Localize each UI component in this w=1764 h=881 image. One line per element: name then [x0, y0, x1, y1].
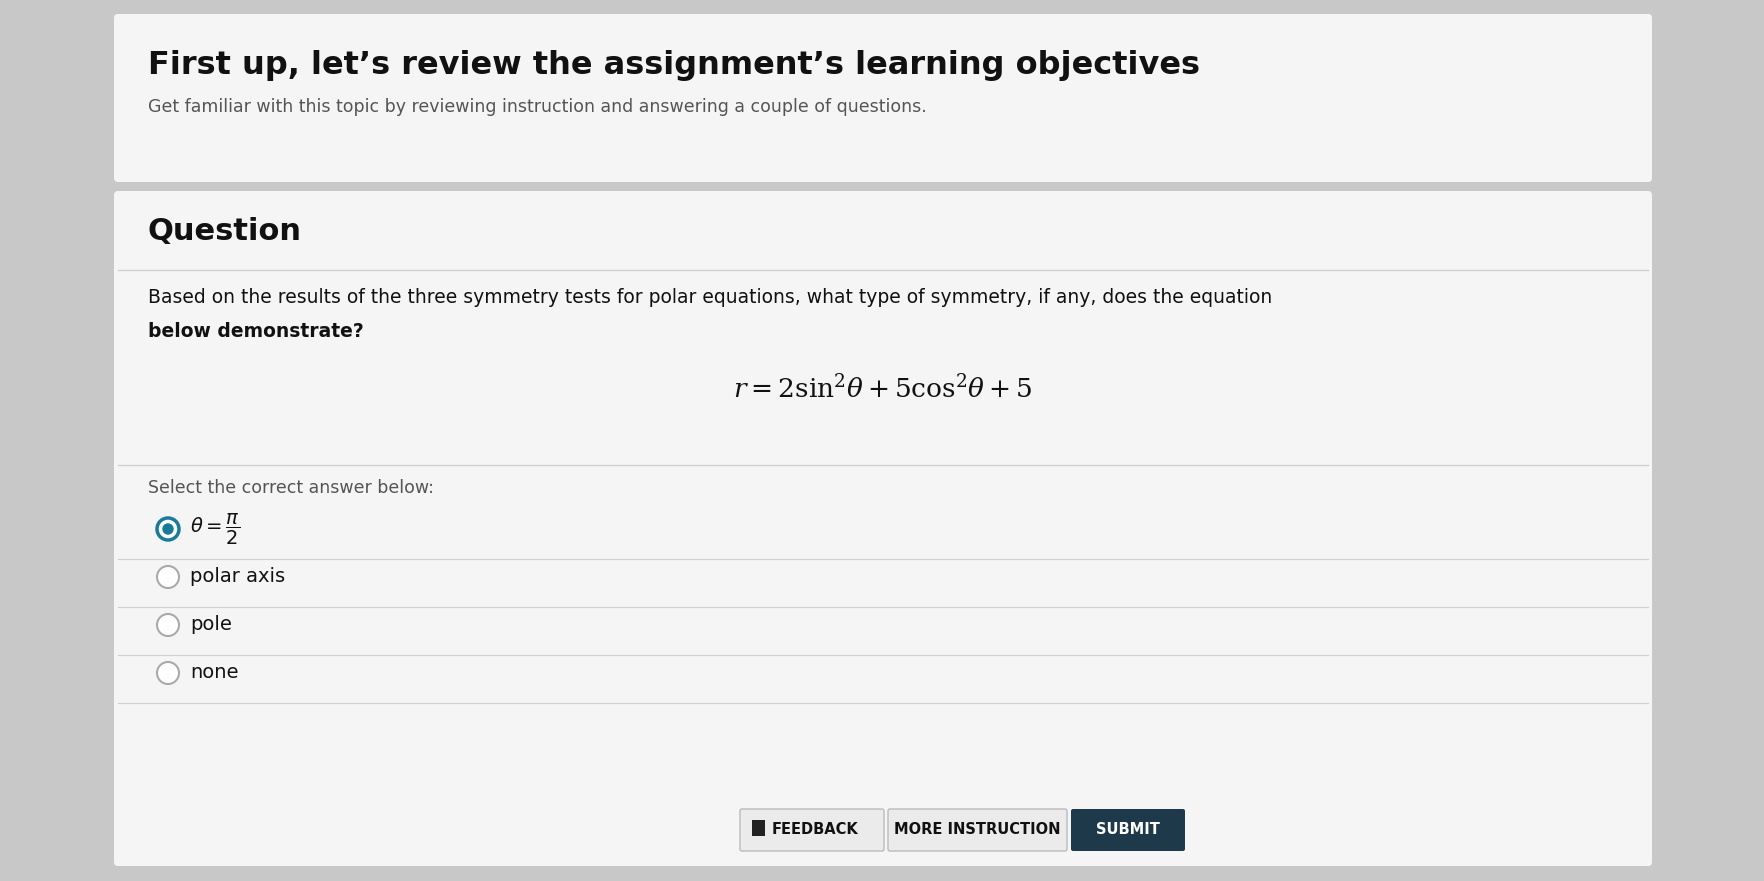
Text: Based on the results of the three symmetry tests for polar equations, what type : Based on the results of the three symmet…: [148, 288, 1272, 307]
Circle shape: [157, 662, 178, 684]
FancyBboxPatch shape: [751, 820, 764, 836]
FancyBboxPatch shape: [739, 809, 884, 851]
FancyBboxPatch shape: [1071, 809, 1184, 851]
Circle shape: [157, 518, 178, 540]
Circle shape: [162, 523, 173, 535]
Text: none: none: [191, 663, 238, 683]
Text: Get familiar with this topic by reviewing instruction and answering a couple of : Get familiar with this topic by reviewin…: [148, 98, 926, 116]
FancyBboxPatch shape: [115, 14, 1651, 182]
Text: Select the correct answer below:: Select the correct answer below:: [148, 479, 434, 497]
Text: pole: pole: [191, 616, 231, 634]
Text: polar axis: polar axis: [191, 567, 286, 587]
FancyBboxPatch shape: [887, 809, 1067, 851]
Text: FEEDBACK: FEEDBACK: [771, 823, 859, 838]
Circle shape: [157, 566, 178, 588]
Text: MORE INSTRUCTION: MORE INSTRUCTION: [894, 823, 1060, 838]
Text: $\theta = \dfrac{\pi}{2}$: $\theta = \dfrac{\pi}{2}$: [191, 512, 240, 546]
Text: First up, let’s review the assignment’s learning objectives: First up, let’s review the assignment’s …: [148, 50, 1200, 81]
Text: $r = 2\sin^{2}\!\theta + 5\cos^{2}\!\theta + 5$: $r = 2\sin^{2}\!\theta + 5\cos^{2}\!\the…: [732, 376, 1032, 404]
Circle shape: [157, 614, 178, 636]
Text: below demonstrate?: below demonstrate?: [148, 322, 363, 341]
FancyBboxPatch shape: [115, 191, 1651, 866]
Text: Question: Question: [148, 217, 302, 246]
Text: SUBMIT: SUBMIT: [1095, 823, 1159, 838]
